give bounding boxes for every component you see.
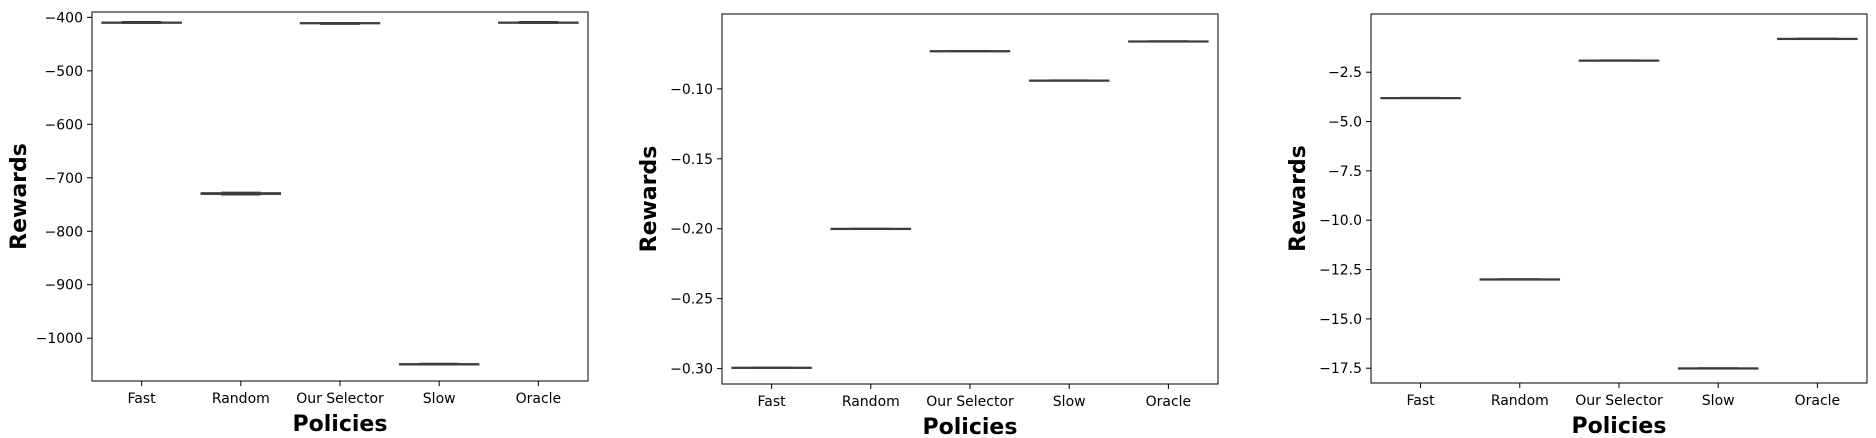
chart-3: −2.5 −5.0 −7.5 −10.0 −12.5 −15.0 −17.5 Fast Rand…	[1286, 13, 1868, 438]
y-tick-label: −700	[45, 171, 83, 187]
plot-frame	[1370, 13, 1868, 384]
y-tick-label: −5.0	[1328, 115, 1362, 131]
x-axis-title: Policies	[923, 415, 1018, 438]
x-tick-label: Oracle	[516, 391, 562, 407]
x-tick-label: Oracle	[1795, 393, 1841, 409]
y-tick-label: −0.30	[670, 362, 713, 378]
y-tick-label: −15.0	[1319, 312, 1362, 328]
y-axis-title: Rewards	[1286, 145, 1311, 252]
y-tick-label: −7.5	[1328, 164, 1362, 180]
chart-1: −400 −500 −600 −700 −800 −900 −1000 Fast Random O…	[7, 10, 589, 437]
x-tick-label: Our Selector	[926, 394, 1014, 410]
y-tick-label: −0.10	[670, 82, 713, 98]
x-axis-title: Policies	[293, 412, 388, 437]
x-axis-title: Policies	[1572, 414, 1667, 438]
y-tick-label: −17.5	[1319, 361, 1362, 377]
y-tick-label: −2.5	[1328, 65, 1362, 81]
chart-2: −0.10 −0.15 −0.20 −0.25 −0.30 Fast Random Our S…	[637, 13, 1219, 438]
x-tick-label: Slow	[1053, 394, 1086, 410]
x-tick-label: Slow	[1702, 393, 1735, 409]
x-tick-label: Fast	[758, 394, 787, 410]
plot-frame	[91, 11, 589, 382]
y-tick-label: −12.5	[1319, 263, 1362, 279]
plot-frame	[721, 13, 1219, 385]
x-tick-label: Random	[1491, 393, 1549, 409]
x-tick-label: Fast	[128, 391, 157, 407]
x-tick-label: Our Selector	[296, 391, 384, 407]
y-tick-label: −500	[45, 64, 83, 80]
x-tick-label: Slow	[423, 391, 456, 407]
y-tick-label: −0.20	[670, 222, 713, 238]
x-tick-label: Our Selector	[1575, 393, 1663, 409]
x-tick-label: Fast	[1407, 393, 1436, 409]
y-tick-label: −800	[45, 224, 83, 240]
y-tick-label: −10.0	[1319, 213, 1362, 229]
y-tick-label: −0.15	[670, 152, 713, 168]
y-tick-label: −400	[45, 10, 83, 26]
y-axis-title: Rewards	[7, 143, 32, 250]
y-tick-label: −0.25	[670, 292, 713, 308]
y-axis-title: Rewards	[637, 146, 662, 253]
x-tick-label: Random	[842, 394, 900, 410]
y-tick-label: −900	[45, 278, 83, 294]
x-tick-label: Oracle	[1146, 394, 1192, 410]
y-tick-label: −600	[45, 117, 83, 133]
x-tick-label: Random	[212, 391, 270, 407]
y-tick-label: −1000	[36, 331, 83, 347]
